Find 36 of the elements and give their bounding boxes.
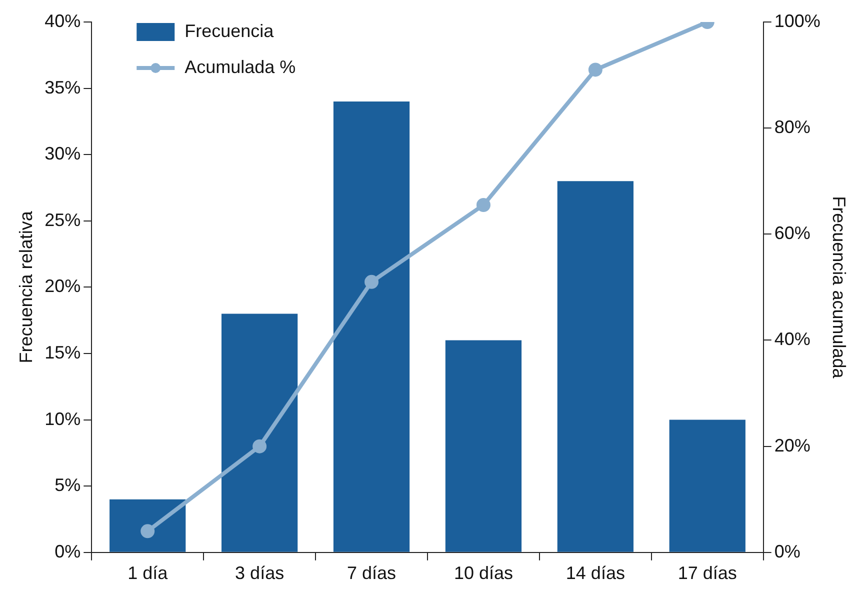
y2-tick-label: 20% xyxy=(774,435,810,456)
y-tick-label: 0% xyxy=(54,541,81,562)
y2-tick-label: 40% xyxy=(774,329,810,350)
point xyxy=(252,439,267,454)
point xyxy=(140,524,155,538)
x-tick-label: 7 días xyxy=(346,563,396,584)
y2-tick-label: 60% xyxy=(774,223,810,244)
y-tick-label: 40% xyxy=(44,10,81,31)
y-tick-label: 10% xyxy=(44,408,81,429)
y-tick-label: 5% xyxy=(54,475,81,496)
bar xyxy=(557,181,634,552)
y-tick-label: 35% xyxy=(44,77,81,98)
y-tick-label: 30% xyxy=(44,144,81,164)
bar xyxy=(669,420,746,552)
x-tick-label: 10 días xyxy=(454,563,513,584)
x-tick-label: 1 día xyxy=(128,563,169,584)
y2-axis-title: Frecuencia acumulada xyxy=(829,196,850,380)
point xyxy=(476,198,490,212)
legend-label: Acumulada % xyxy=(184,56,296,77)
bar xyxy=(333,102,410,552)
y2-tick-label: 100% xyxy=(774,10,820,31)
x-tick-label: 17 días xyxy=(678,563,737,584)
x-tick-label: 3 días xyxy=(235,563,284,584)
y-axis-title: Frecuencia relativa xyxy=(16,210,36,364)
legend-label: Frecuencia xyxy=(184,20,275,41)
y2-tick-label: 0% xyxy=(774,541,800,562)
x-tick-label: 14 días xyxy=(566,563,625,584)
bar xyxy=(221,314,298,552)
y-tick-label: 20% xyxy=(44,276,81,296)
y-tick-label: 15% xyxy=(44,342,81,362)
y2-tick-label: 80% xyxy=(774,117,810,138)
point xyxy=(364,274,379,289)
bar xyxy=(445,340,522,552)
bar xyxy=(110,499,186,552)
y-tick-label: 25% xyxy=(44,210,81,230)
point xyxy=(588,62,602,77)
